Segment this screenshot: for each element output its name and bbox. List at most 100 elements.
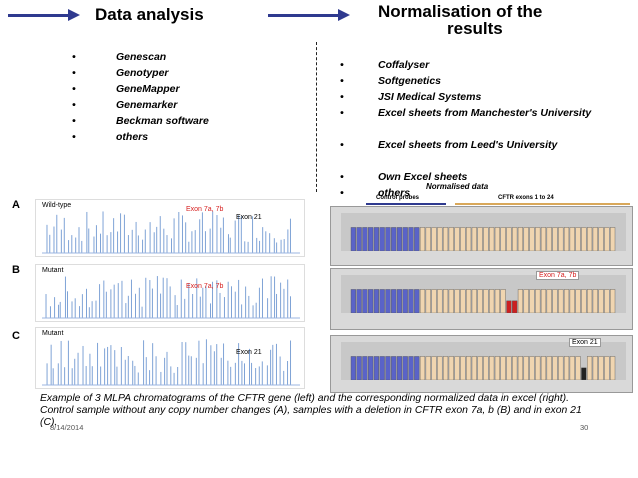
excel-bar <box>437 227 443 252</box>
excel-bar <box>517 289 524 314</box>
excel-bar <box>529 356 535 381</box>
bullet: • <box>72 67 76 79</box>
excel-bar <box>350 356 356 381</box>
list-item: • Genemarker <box>72 99 178 111</box>
bullet: • <box>72 99 76 111</box>
list-item: • Genescan <box>72 51 167 63</box>
excel-bar <box>385 356 391 381</box>
excel-bar <box>379 356 385 381</box>
excel-bar <box>362 356 368 381</box>
list-item: • others <box>72 131 149 143</box>
bullet: • <box>72 115 76 127</box>
bars-b <box>350 289 616 314</box>
list-item: • Softgenetics <box>340 75 442 87</box>
excel-bar <box>350 227 356 252</box>
excel-bar <box>425 356 431 381</box>
excel-bar <box>592 227 598 252</box>
excel-bar <box>489 227 495 252</box>
excel-bar <box>431 289 437 314</box>
excel-bar <box>552 356 558 381</box>
excel-bar <box>396 289 403 314</box>
chromatogram-c-title: Mutant <box>42 330 64 337</box>
bullet: • <box>340 91 344 103</box>
control-probes-line <box>366 203 446 205</box>
excel-bar <box>477 289 483 314</box>
panel-label-c: C <box>12 330 20 342</box>
excel-bar <box>610 356 616 381</box>
excel-bar <box>563 227 570 252</box>
right-arrow-head <box>338 9 350 21</box>
right-title-line1: Normalisation of the <box>378 2 543 21</box>
list-item: • Coffalyser <box>340 59 430 71</box>
excel-bar <box>419 227 426 252</box>
chromatogram-b-peaks <box>42 276 300 319</box>
footer-date: 8/14/2014 <box>50 423 84 432</box>
cftr-exons-line <box>455 203 630 205</box>
excel-plot-c <box>341 342 626 381</box>
figure-caption: Example of 3 MLPA chromatograms of the C… <box>40 393 582 428</box>
excel-bar <box>471 289 477 314</box>
bullet: • <box>340 75 344 87</box>
excel-plot-a <box>341 213 626 252</box>
control-probes-label: Control probes <box>376 195 419 201</box>
excel-bar <box>442 289 449 314</box>
excel-bar <box>425 289 431 314</box>
excel-bar <box>396 227 403 252</box>
list-item: • Excel sheets from Leed's University <box>340 139 558 151</box>
excel-bar <box>356 289 362 314</box>
excel-bar <box>454 289 460 314</box>
excel-bar <box>592 289 598 314</box>
excel-bar <box>431 227 437 252</box>
excel-bar <box>489 289 495 314</box>
excel-bar <box>414 356 420 381</box>
excel-title: Normalised data <box>426 182 489 191</box>
cftr-exons-label: CFTR exons 1 to 24 <box>498 195 554 201</box>
excel-bar <box>604 289 610 314</box>
list-item: • Excel sheets from Manchester's Universi… <box>340 107 592 119</box>
excel-bar <box>604 227 610 252</box>
excel-bar <box>402 356 408 381</box>
excel-bar <box>581 227 587 252</box>
list-item: • Beckman software <box>72 115 209 127</box>
excel-bar <box>442 227 449 252</box>
excel-bar <box>586 289 593 314</box>
excel-bar <box>558 356 564 381</box>
list-item: • Genotyper <box>72 67 169 79</box>
excel-bar <box>419 356 426 381</box>
excel-bar <box>517 356 524 381</box>
excel-bar <box>575 289 581 314</box>
excel-bar <box>448 289 454 314</box>
chromatogram-a-peaks <box>42 211 300 254</box>
right-title-line2: results <box>447 19 503 38</box>
excel-bar <box>512 227 518 252</box>
excel-bar <box>540 227 547 252</box>
excel-bar <box>442 356 449 381</box>
excel-bar <box>368 227 374 252</box>
excel-bar <box>362 227 368 252</box>
excel-bar <box>483 289 489 314</box>
left-title: Data analysis <box>95 5 204 24</box>
excel-bar <box>494 227 500 252</box>
excel-bar <box>535 356 541 381</box>
bullet: • <box>340 59 344 71</box>
excel-bar <box>368 289 374 314</box>
excel-bar <box>408 227 414 252</box>
excel-bar <box>448 356 454 381</box>
excel-bar <box>586 227 593 252</box>
excel-plot-b <box>341 275 626 314</box>
chromatogram-a: Wild-type Exon 7a, 7b Exon 21 <box>35 199 305 257</box>
excel-bar <box>569 356 575 381</box>
excel-bar <box>368 356 374 381</box>
excel-bar <box>558 227 564 252</box>
excel-bar <box>598 289 604 314</box>
excel-bar <box>540 356 547 381</box>
excel-bar <box>437 356 443 381</box>
excel-bar <box>506 356 512 381</box>
excel-bar <box>391 356 397 381</box>
excel-bar <box>563 356 570 381</box>
excel-bar <box>425 227 431 252</box>
excel-bar <box>598 356 604 381</box>
excel-bar <box>391 227 397 252</box>
excel-bar <box>402 289 408 314</box>
excel-bar <box>471 227 477 252</box>
